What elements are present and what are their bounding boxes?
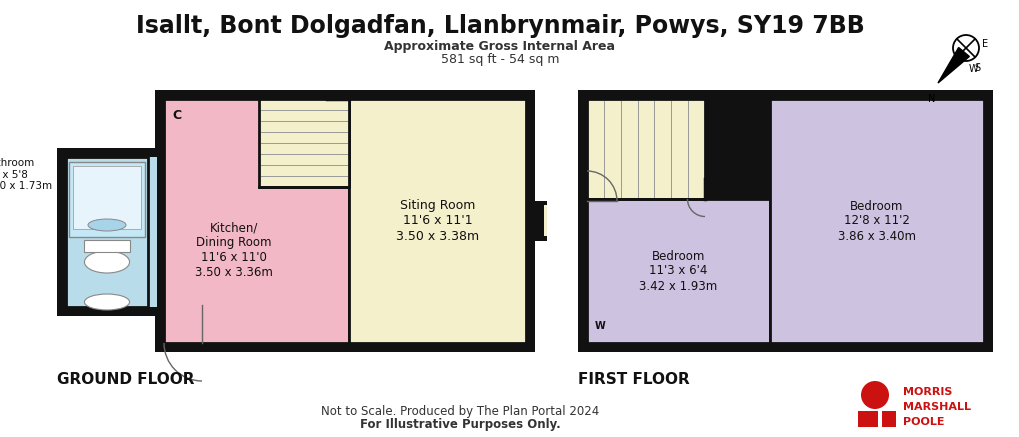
Bar [578, 90, 993, 352]
Text: Bathroom
6'3 x 5'8
1.90 x 1.73m: Bathroom 6'3 x 5'8 1.90 x 1.73m [0, 158, 52, 191]
Bar [164, 99, 348, 343]
Bar [66, 157, 148, 307]
Text: N: N [927, 94, 934, 104]
Text: W: W [594, 321, 605, 331]
Bar [259, 99, 348, 187]
Bar [84, 240, 129, 252]
Bar [769, 99, 983, 343]
Text: Bedroom
12'8 x 11'2
3.86 x 3.40m: Bedroom 12'8 x 11'2 3.86 x 3.40m [838, 200, 915, 243]
Text: Isallt, Bont Dolgadfan, Llanbrynmair, Powys, SY19 7BB: Isallt, Bont Dolgadfan, Llanbrynmair, Po… [136, 14, 863, 38]
Polygon shape [937, 48, 968, 83]
Text: Bedroom
11'3 x 6'4
3.42 x 1.93m: Bedroom 11'3 x 6'4 3.42 x 1.93m [639, 250, 717, 292]
Text: GROUND FLOOR: GROUND FLOOR [57, 372, 195, 387]
Text: S: S [973, 63, 979, 73]
Ellipse shape [85, 251, 129, 273]
Text: 581 sq ft - 54 sq m: 581 sq ft - 54 sq m [440, 53, 558, 66]
Text: FIRST FLOOR: FIRST FLOOR [578, 372, 689, 387]
Text: Kitchen/
Dining Room
11'6 x 11'0
3.50 x 3.36m: Kitchen/ Dining Room 11'6 x 11'0 3.50 x … [195, 221, 273, 279]
Bar [586, 99, 704, 199]
Bar [348, 99, 526, 343]
Ellipse shape [88, 219, 126, 231]
Circle shape [860, 381, 889, 409]
Text: W: W [968, 64, 977, 74]
Text: Siting Room
11'6 x 11'1
3.50 x 3.38m: Siting Room 11'6 x 11'1 3.50 x 3.38m [395, 200, 479, 243]
Ellipse shape [85, 294, 129, 310]
Text: C: C [172, 109, 181, 122]
Bar [535, 201, 546, 241]
Bar [66, 157, 157, 307]
Text: E: E [981, 39, 987, 49]
Text: Approximate Gross Internal Area: Approximate Gross Internal Area [384, 40, 614, 53]
Bar [881, 411, 895, 427]
Bar [857, 411, 877, 427]
Bar [586, 199, 769, 343]
Bar [69, 162, 145, 237]
Text: For Illustrative Purposes Only.: For Illustrative Purposes Only. [360, 418, 559, 431]
Text: Not to Scale. Produced by The Plan Portal 2024: Not to Scale. Produced by The Plan Porta… [321, 405, 598, 418]
Text: MORRIS
MARSHALL
POOLE: MORRIS MARSHALL POOLE [902, 387, 970, 427]
Bar [155, 90, 535, 352]
Bar [73, 166, 141, 229]
Bar [57, 148, 157, 316]
Bar [543, 205, 546, 236]
